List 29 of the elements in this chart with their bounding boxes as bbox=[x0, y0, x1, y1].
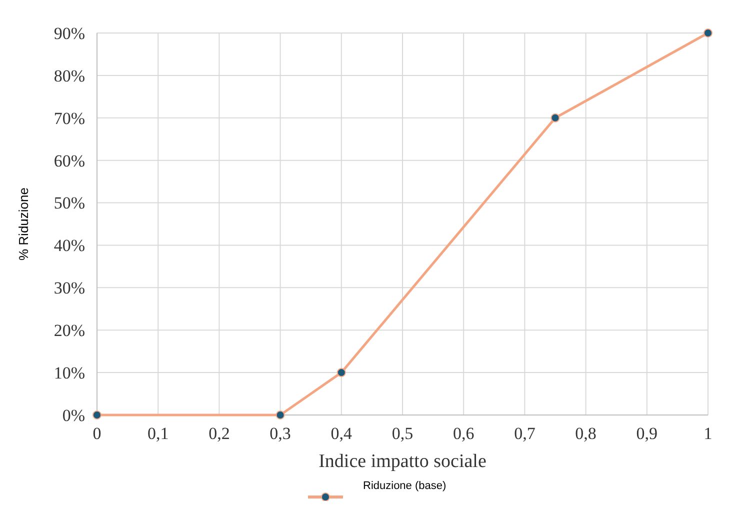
y-tick-label: 80% bbox=[54, 66, 85, 86]
y-tick-label: 20% bbox=[54, 321, 85, 340]
y-tick-label: 10% bbox=[54, 364, 85, 383]
x-tick-label: 0,6 bbox=[452, 424, 474, 443]
point bbox=[336, 368, 346, 378]
text: Riduzione (base) bbox=[363, 480, 446, 492]
y-tick-label: 60% bbox=[54, 151, 85, 170]
y-tick-label: 30% bbox=[54, 278, 85, 298]
x-tick-label: 0,9 bbox=[636, 424, 658, 443]
x-axis-title: Indice impatto sociale bbox=[318, 451, 486, 472]
x-tick-label: 0,4 bbox=[330, 424, 353, 443]
x-tick-label: 0,1 bbox=[147, 424, 169, 443]
y-tick-label: 0% bbox=[62, 406, 85, 425]
point bbox=[92, 410, 102, 420]
x-tick-label: 0,3 bbox=[270, 424, 291, 443]
x-tick-label: 0,5 bbox=[392, 424, 414, 443]
x-tick-label: 0,7 bbox=[514, 424, 536, 443]
y-tick-label: 50% bbox=[54, 194, 85, 213]
point bbox=[276, 410, 285, 420]
y-tick-label: 40% bbox=[54, 236, 85, 256]
x-tick-label: 0 bbox=[92, 424, 102, 443]
x-tick-label: 0,2 bbox=[208, 424, 230, 443]
y-axis-title: % Riduzione bbox=[16, 188, 31, 260]
y-tick-label: 90% bbox=[54, 24, 85, 43]
point bbox=[704, 28, 712, 38]
x-tick-label: 1 bbox=[704, 424, 712, 443]
x-tick-label: 0,8 bbox=[575, 424, 596, 443]
y-tick-label: 70% bbox=[54, 108, 85, 128]
point bbox=[550, 113, 560, 122]
